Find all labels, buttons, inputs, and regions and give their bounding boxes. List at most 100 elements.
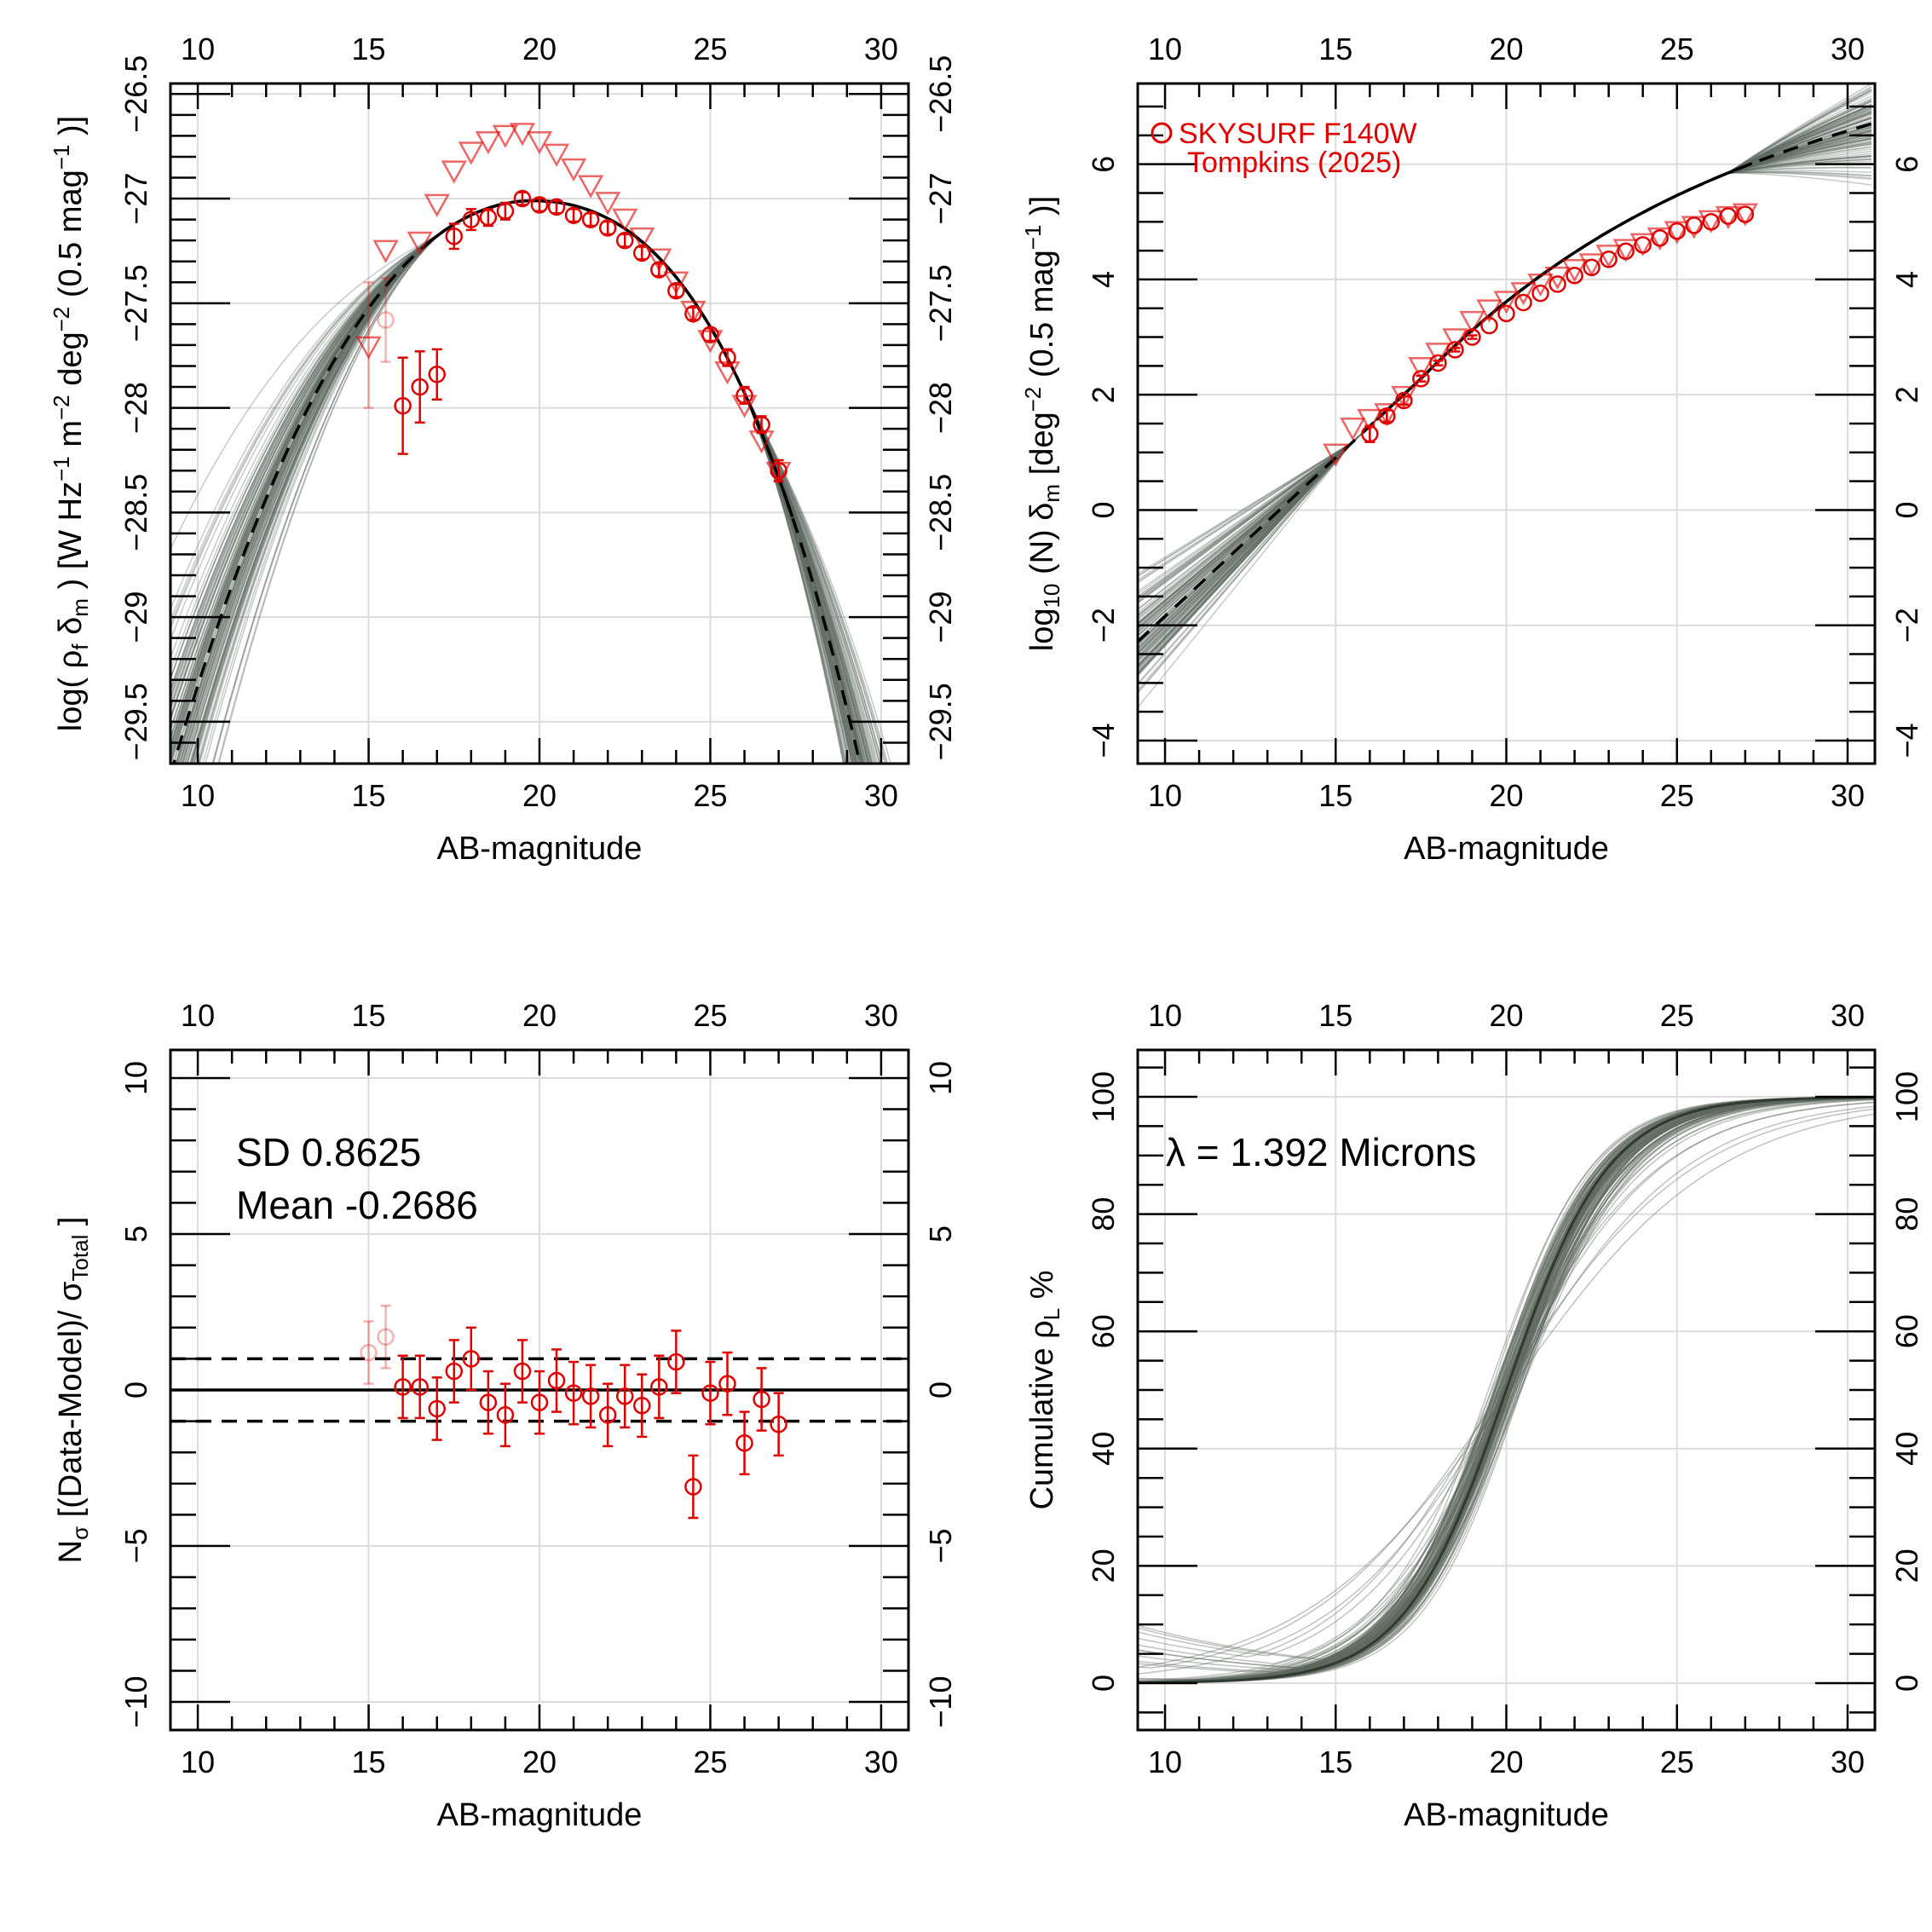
p4-sample-line bbox=[1138, 1097, 1875, 1670]
p2-point bbox=[1702, 213, 1721, 231]
p4-ticks bbox=[1138, 1050, 1875, 1730]
p1-sample-line bbox=[170, 199, 860, 764]
p2-ytick-label: 6 bbox=[1086, 156, 1121, 173]
p4-ytick-label-right: 0 bbox=[1889, 1675, 1924, 1692]
p4-ytick-label-right: 80 bbox=[1889, 1197, 1924, 1231]
p1-sample-line bbox=[170, 199, 853, 764]
p1-ytick-label: −28.5 bbox=[118, 474, 153, 551]
p3-point bbox=[394, 1378, 412, 1396]
p1-sample-line bbox=[170, 199, 853, 764]
p2-ytick-label-right: −2 bbox=[1889, 608, 1924, 643]
p2-point bbox=[1463, 328, 1481, 346]
p4-sample-line bbox=[1138, 1098, 1875, 1681]
p3-xtick-label: 25 bbox=[693, 1745, 727, 1779]
p4-sample-line bbox=[1138, 1097, 1875, 1683]
p2-xtick-label-top: 10 bbox=[1148, 32, 1182, 66]
p4-sample-line bbox=[1138, 1097, 1875, 1683]
p3-point bbox=[701, 1384, 719, 1402]
p2-lit-point bbox=[1578, 253, 1605, 277]
p1-point bbox=[530, 196, 549, 214]
p1-sample-line bbox=[198, 199, 853, 764]
p2-sample-line bbox=[1138, 117, 1872, 657]
p2-point bbox=[1378, 407, 1396, 425]
p1-point bbox=[411, 378, 429, 396]
p2-point bbox=[1446, 341, 1464, 359]
p2-lit-point bbox=[1664, 221, 1690, 245]
p2-lit-point bbox=[1493, 291, 1520, 314]
p1-lit-point bbox=[355, 336, 382, 360]
p3-ytick-label: −5 bbox=[118, 1529, 153, 1564]
p1-point bbox=[377, 311, 395, 329]
p2-lit-point bbox=[1476, 299, 1502, 323]
p4-ytick-label: 80 bbox=[1086, 1197, 1121, 1231]
p3-ytick-label: −10 bbox=[118, 1676, 153, 1728]
p1-sample-line bbox=[175, 199, 848, 764]
p2-xtick-label: 30 bbox=[1831, 778, 1865, 813]
p3-ticks bbox=[170, 1050, 908, 1730]
p2-sample-line bbox=[1138, 137, 1872, 670]
p2-ytick-label: 4 bbox=[1086, 271, 1121, 288]
p2-frame bbox=[1136, 82, 1877, 765]
p2-ytick-label: −2 bbox=[1086, 608, 1121, 643]
p2-point bbox=[1480, 316, 1498, 335]
p2-lit-point bbox=[1374, 403, 1400, 427]
p2-ytick-label-right: 2 bbox=[1889, 386, 1924, 403]
p1-point bbox=[581, 211, 600, 228]
p1-sample-line bbox=[179, 199, 858, 764]
p2-lit-point bbox=[1527, 273, 1554, 297]
p4-xlabel: AB-magnitude bbox=[1404, 1797, 1609, 1833]
p1-sample-line bbox=[170, 199, 855, 764]
p1-sample-line bbox=[170, 199, 856, 764]
p2-lit-point bbox=[1698, 210, 1724, 234]
p2-point bbox=[1531, 284, 1549, 303]
p2-sample-line bbox=[1138, 109, 1872, 677]
p4-sample-line bbox=[1138, 1097, 1875, 1683]
p1-sample-line bbox=[170, 199, 856, 764]
p4-sample-line bbox=[1138, 1097, 1875, 1683]
p3-point bbox=[496, 1406, 515, 1424]
p2-ytick-label-right: −4 bbox=[1889, 723, 1924, 758]
p3-xtick-label: 15 bbox=[352, 1745, 386, 1779]
p4-sample-line bbox=[1138, 1097, 1875, 1683]
p2-sample-line bbox=[1138, 133, 1872, 675]
p2-xtick-label: 25 bbox=[1660, 778, 1694, 813]
p2-point bbox=[1736, 205, 1755, 223]
p3-ytick-label: 0 bbox=[118, 1381, 153, 1399]
p2-sample-line bbox=[1138, 118, 1872, 669]
p3-ytick-label-right: 0 bbox=[923, 1381, 958, 1399]
p1-sample-line bbox=[170, 199, 846, 764]
p1-sample-line bbox=[196, 199, 846, 764]
p3-annotation-sd: SD 0.8625 bbox=[236, 1130, 421, 1174]
p2-xtick-label: 15 bbox=[1318, 778, 1352, 813]
p1-sample-line bbox=[190, 199, 870, 764]
p1-point bbox=[735, 386, 753, 405]
p2-sample-line bbox=[1138, 104, 1872, 667]
p1-grid bbox=[170, 84, 908, 764]
p1-sample-line bbox=[193, 199, 846, 764]
p3-point bbox=[735, 1433, 753, 1452]
p2-sample-line bbox=[1138, 159, 1872, 672]
p2-sample-line bbox=[1138, 146, 1872, 664]
p1-sample-line bbox=[179, 199, 851, 764]
p3-data bbox=[360, 1304, 787, 1520]
p2-xtick-label: 20 bbox=[1489, 778, 1523, 813]
p3-point bbox=[428, 1399, 446, 1418]
p1-lit-point bbox=[526, 130, 553, 155]
p3-point bbox=[650, 1378, 668, 1396]
p4-xtick-label-top: 20 bbox=[1489, 998, 1523, 1033]
p2-ticks bbox=[1138, 84, 1875, 764]
p2-sample-line bbox=[1138, 124, 1872, 668]
p3-xlabel: AB-magnitude bbox=[437, 1797, 643, 1833]
p2-sample-line bbox=[1138, 129, 1872, 668]
p4-sample-line bbox=[1138, 1099, 1875, 1681]
p1-sample-line bbox=[170, 199, 861, 764]
p2-sample-line bbox=[1138, 120, 1872, 693]
p2-sample-line bbox=[1138, 136, 1872, 675]
p2-lit-point bbox=[1647, 227, 1673, 251]
p1-sample-line bbox=[191, 199, 868, 764]
p1-sample-line bbox=[170, 199, 847, 764]
p2-lit-point bbox=[1595, 245, 1622, 268]
p3-xtick-label-top: 10 bbox=[181, 998, 215, 1033]
p4-sample-line bbox=[1138, 1097, 1875, 1683]
